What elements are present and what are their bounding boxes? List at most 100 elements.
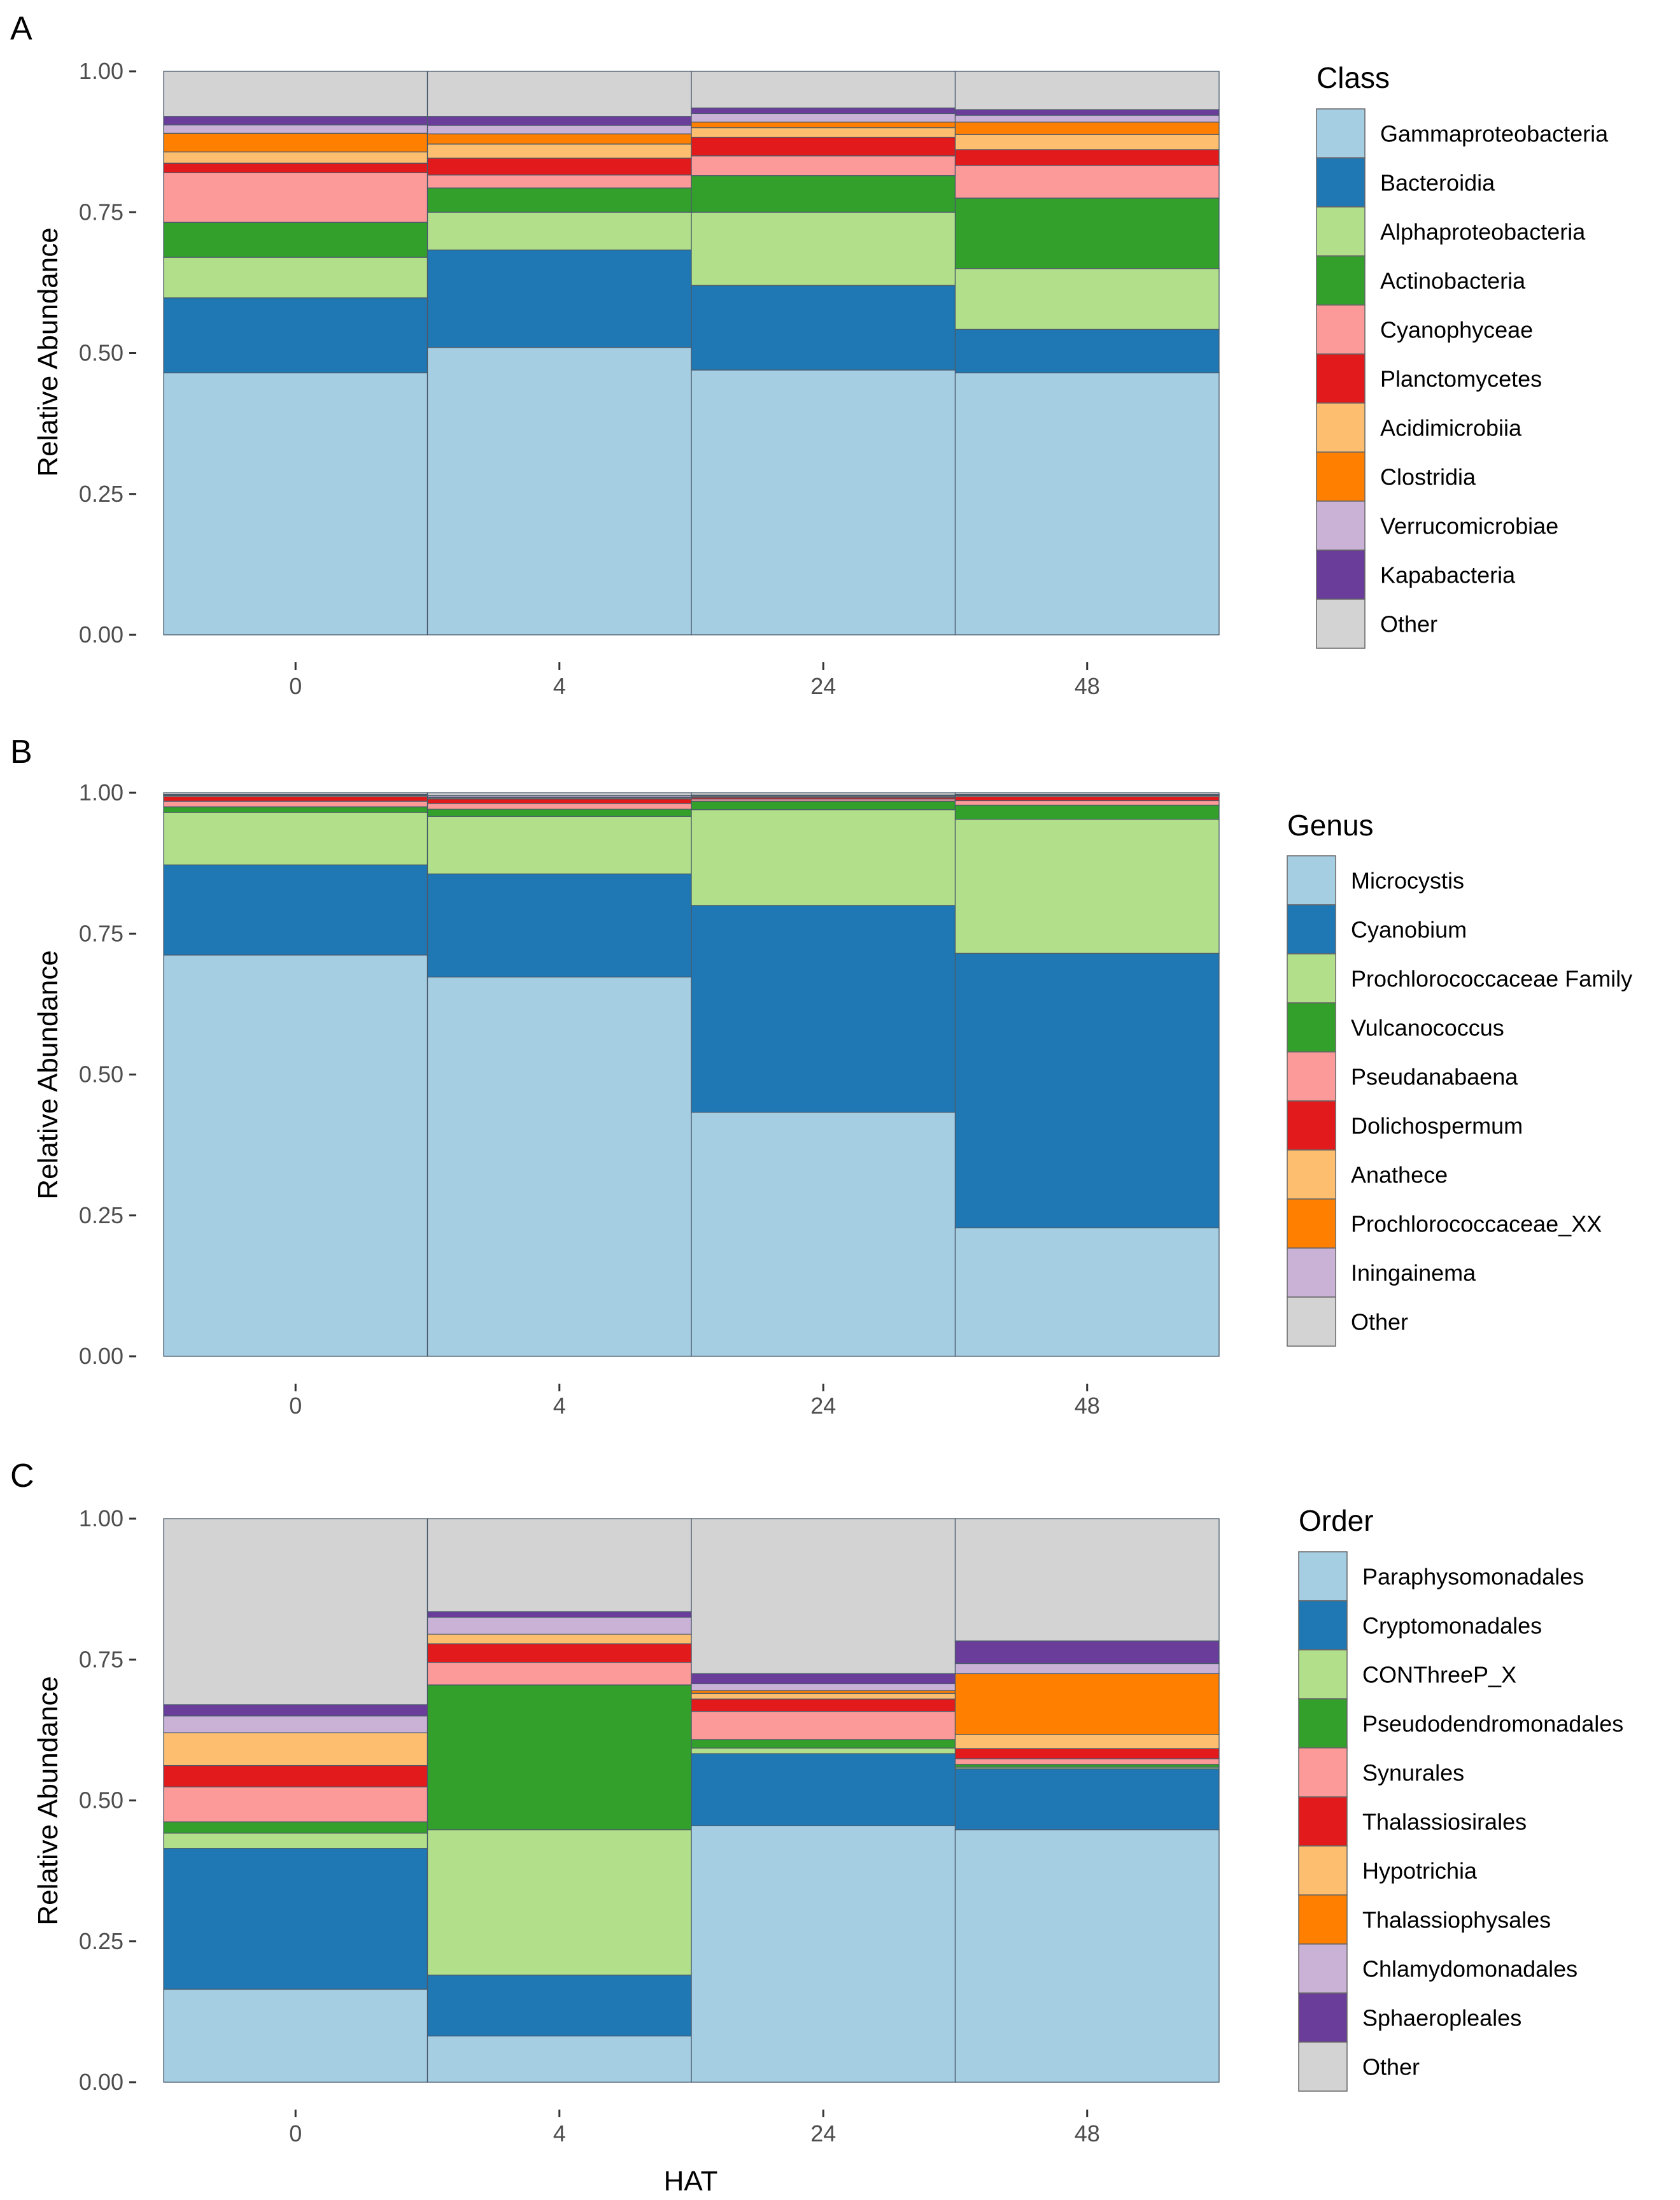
- bar-segment: [163, 1732, 428, 1766]
- legend-key: [1316, 599, 1366, 649]
- bar-segment: [691, 71, 956, 109]
- y-tick-label: 0.25: [79, 1202, 124, 1228]
- panel-b: B Relative Abundance 0.00 0.25 0.50 0.75 1.0…: [10, 734, 1632, 1419]
- x-axis: 0 4 24 48: [289, 2110, 1100, 2147]
- x-tick-label: 48: [1075, 2120, 1100, 2147]
- legend-key: [1316, 402, 1366, 453]
- legend-label: Pseudanabaena: [1351, 1064, 1518, 1090]
- legend-label: Anathece: [1351, 1162, 1448, 1188]
- bar-segment: [163, 372, 428, 635]
- bar-segment: [691, 1683, 956, 1691]
- legend-key: [1298, 2041, 1348, 2092]
- panel-c: C Relative Abundance 0.00 0.25 0.50 0.75 1.0…: [10, 1458, 1623, 2147]
- y-axis-title: Relative Abundance: [32, 227, 64, 476]
- legend-label: Clostridia: [1380, 464, 1476, 490]
- legend-label: Cyanophyceae: [1380, 317, 1533, 343]
- legend-label: Alphaproteobacteria: [1380, 219, 1586, 245]
- legend-label: Cyanobium: [1351, 917, 1467, 943]
- y-tick-label: 0.50: [79, 340, 124, 366]
- x-tick-label: 24: [810, 2120, 836, 2147]
- bar-segment: [691, 211, 956, 286]
- bar-segment: [427, 174, 692, 188]
- legend-key: [1298, 1600, 1348, 1650]
- bar-segment: [427, 125, 692, 134]
- bar-segment: [427, 798, 692, 804]
- legend-label: Acidimicrobiia: [1380, 415, 1522, 441]
- bar-segment: [163, 800, 428, 807]
- legend-label: Verrucomicrobiae: [1380, 513, 1558, 539]
- y-axis: 0.00 0.25 0.50 0.75 1.00: [79, 1505, 136, 2095]
- bar-segment: [954, 800, 1220, 806]
- x-axis: 0 4 24 48: [289, 662, 1100, 699]
- legend-key: [1316, 353, 1366, 404]
- bar-segment: [691, 1673, 956, 1684]
- legend-label: Hypotrichia: [1362, 1858, 1478, 1884]
- bar-segment: [691, 792, 956, 796]
- bar-segment: [954, 1764, 1220, 1768]
- legend-title: Class: [1316, 61, 1390, 94]
- bar-segment: [163, 1833, 428, 1849]
- bar-segment: [427, 211, 692, 251]
- legend-label: Bacteroidia: [1380, 170, 1495, 196]
- x-tick-label: 48: [1075, 673, 1100, 699]
- bar-segment: [163, 1764, 428, 1787]
- bar-segment: [954, 121, 1220, 135]
- bar-segment: [163, 297, 428, 374]
- bar-segment: [954, 1758, 1220, 1765]
- y-tick-label: 0.25: [79, 1928, 124, 1954]
- legend-label: Vulcanococcus: [1351, 1015, 1504, 1041]
- bar-segment: [163, 71, 428, 117]
- legend-key: [1316, 304, 1366, 355]
- bar-segment: [954, 268, 1220, 330]
- x-tick-label: 4: [553, 2120, 566, 2147]
- y-tick-label: 0.25: [79, 481, 124, 507]
- legend-key: [1287, 1051, 1336, 1102]
- y-tick-label: 0.75: [79, 920, 124, 946]
- bar-segment: [954, 1640, 1220, 1664]
- bar-segment: [427, 347, 692, 635]
- legend-key: [1287, 855, 1336, 905]
- bar-segment: [163, 124, 428, 134]
- bar-segment: [163, 1518, 428, 1705]
- bar-segment: [163, 172, 428, 223]
- bar-segment: [427, 1617, 692, 1635]
- legend-key: [1316, 451, 1366, 502]
- bar-segment: [427, 1684, 692, 1831]
- legend-key: [1316, 255, 1366, 306]
- bar-segment: [163, 1821, 428, 1834]
- bar-segment: [163, 1704, 428, 1717]
- y-axis-title: Relative Abundance: [32, 1676, 64, 1925]
- bar-segment: [691, 369, 956, 635]
- panel-label: B: [10, 734, 32, 770]
- legend-key: [1298, 1649, 1348, 1700]
- y-axis-title: Relative Abundance: [32, 950, 64, 1199]
- x-tick-label: 0: [289, 2120, 302, 2147]
- bar-segment: [427, 71, 692, 117]
- bar-segment: [954, 1829, 1220, 2083]
- bar-segment: [691, 809, 956, 906]
- bar-segment: [954, 804, 1220, 820]
- y-tick-label: 0.50: [79, 1787, 124, 1813]
- bar-segment: [427, 1643, 692, 1663]
- x-axis-title: HAT: [664, 2166, 718, 2197]
- bar-segment: [163, 864, 428, 956]
- bar-segment: [691, 155, 956, 176]
- x-tick-label: 48: [1075, 1393, 1100, 1419]
- bar-segment: [427, 792, 692, 797]
- legend-label: Sphaeropleales: [1362, 2005, 1521, 2031]
- y-tick-label: 0.00: [79, 2069, 124, 2095]
- bar-segment: [691, 107, 956, 115]
- bar-segment: [691, 175, 956, 213]
- bar-segment: [163, 116, 428, 125]
- legend-label: Synurales: [1362, 1760, 1464, 1786]
- panel-label: A: [10, 10, 32, 47]
- legend-key: [1298, 1992, 1348, 2043]
- bar-segment: [954, 71, 1220, 110]
- legend-title: Genus: [1287, 809, 1374, 842]
- bar-segment: [163, 132, 428, 153]
- legend-key: [1316, 157, 1366, 208]
- legend-key: [1316, 550, 1366, 600]
- legend-label: Planctomycetes: [1380, 366, 1542, 392]
- bar-segment: [427, 1975, 692, 2037]
